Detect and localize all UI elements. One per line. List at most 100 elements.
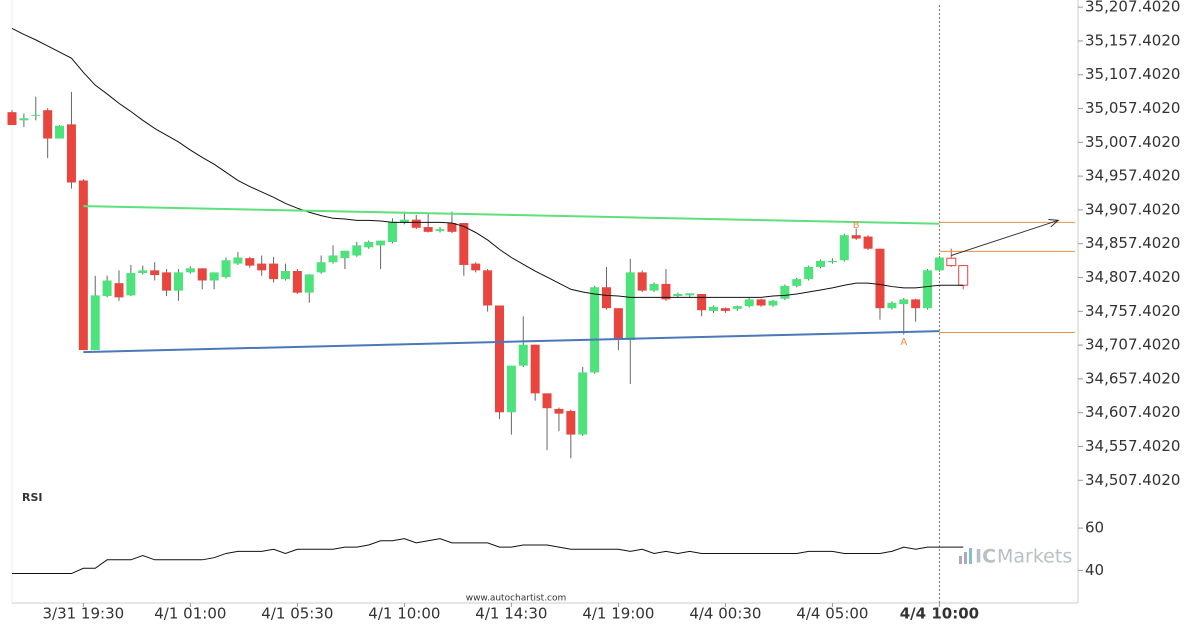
candle-body (304, 274, 314, 293)
x-tick-label: 4/1 14:30 (475, 605, 547, 623)
candle-body (625, 272, 635, 340)
y-tick-label: 35,157.4020 (1085, 31, 1180, 49)
y-tick-label: 34,757.4020 (1085, 302, 1180, 320)
candle-body (221, 260, 231, 278)
candle-body (661, 283, 671, 300)
candle-body (162, 272, 172, 291)
candle-body (31, 114, 41, 116)
logo-bar (959, 556, 962, 564)
y-tick-label: 35,207.4020 (1085, 0, 1180, 16)
candle-body (780, 285, 790, 299)
candle-body (875, 248, 885, 309)
y-tick-label: 34,857.4020 (1085, 234, 1180, 252)
candle-body (399, 219, 409, 224)
candle-body (376, 240, 386, 246)
x-tick-label: 3/31 19:30 (42, 605, 124, 623)
x-tick-label: 4/1 19:00 (582, 605, 654, 623)
logo-ic: IC (975, 546, 996, 568)
trendline (83, 330, 940, 354)
candle-body (649, 283, 659, 291)
candle-body (340, 250, 350, 259)
trendline (83, 205, 940, 225)
candle-body (269, 263, 279, 280)
candle-body (887, 302, 897, 309)
x-tick-label: 4/1 05:30 (261, 605, 333, 623)
candle-body (78, 180, 88, 351)
candle-body (245, 258, 255, 266)
candle-body (483, 270, 493, 306)
candle-body (720, 308, 730, 311)
y-tick-label: 35,107.4020 (1085, 65, 1180, 83)
candle-body (506, 365, 516, 413)
candle-body (911, 299, 921, 309)
candle-body (816, 260, 826, 267)
x-tick-label: 4/4 10:00 (900, 605, 979, 623)
y-tick-label: 34,707.4020 (1085, 336, 1180, 354)
pattern-point: A (900, 337, 907, 348)
candle-body (530, 344, 540, 394)
y-tick-label: 34,907.4020 (1085, 200, 1180, 218)
y-tick-label: 34,607.4020 (1085, 403, 1180, 421)
candle-body (447, 223, 457, 232)
candle-body (958, 265, 969, 286)
candle-body (459, 223, 469, 265)
logo-markets: Markets (997, 546, 1072, 568)
candle-body (768, 300, 778, 306)
candle-body (292, 271, 302, 293)
candle-body (90, 295, 100, 351)
x-tick-label: 4/4 05:00 (796, 605, 868, 623)
candle-body (863, 236, 873, 249)
candle-body (316, 262, 326, 273)
candle-body (673, 294, 683, 297)
candle-body (19, 118, 29, 121)
y-tick-label: 34,807.4020 (1085, 268, 1180, 286)
candle-body (578, 372, 588, 435)
candle-body (756, 299, 766, 306)
candle-body (839, 235, 849, 261)
candle-body (423, 227, 433, 232)
candle-body (827, 260, 837, 263)
watermark: www.autochartist.com (466, 594, 567, 604)
candle-body (946, 257, 957, 267)
candle-body (280, 271, 290, 280)
candle-body (851, 235, 861, 239)
candle-body (352, 245, 362, 256)
pattern-point: B (853, 220, 860, 231)
y-tick-label: 34,557.4020 (1085, 437, 1180, 455)
candle-body (435, 229, 445, 232)
logo: IC Markets (959, 546, 1072, 568)
candle-body (602, 287, 611, 309)
candle-body (126, 273, 136, 296)
x-tick-label: 4/1 10:00 (368, 605, 440, 623)
y-tick-label: 34,957.4020 (1085, 167, 1180, 185)
candle-body (804, 266, 814, 280)
logo-bar (969, 548, 972, 564)
logo-bar (964, 552, 967, 564)
candle-body (697, 294, 707, 311)
candle-body (613, 308, 623, 340)
y-tick-label: 34,507.4020 (1085, 471, 1180, 489)
candle-body (685, 293, 695, 296)
candle-body (328, 255, 338, 263)
candle-body (637, 272, 647, 291)
forecast-arrow (951, 219, 1059, 256)
candle-body (899, 299, 909, 305)
candle-body (173, 272, 183, 291)
arrow-head (1048, 219, 1060, 228)
candle-body (209, 272, 219, 281)
candle-body (554, 408, 564, 414)
candle-body (792, 279, 802, 286)
candle-body (542, 393, 552, 409)
candle-body (923, 270, 933, 309)
candle-body (566, 410, 576, 435)
candle-body (43, 110, 53, 139)
candle-body (197, 268, 207, 281)
candle-body (150, 270, 160, 276)
rsi-tick-label: 60 (1085, 519, 1104, 537)
candle-body (744, 299, 754, 307)
candle-body (7, 112, 17, 126)
candle-body (55, 125, 65, 139)
y-tick-label: 34,657.4020 (1085, 369, 1180, 387)
